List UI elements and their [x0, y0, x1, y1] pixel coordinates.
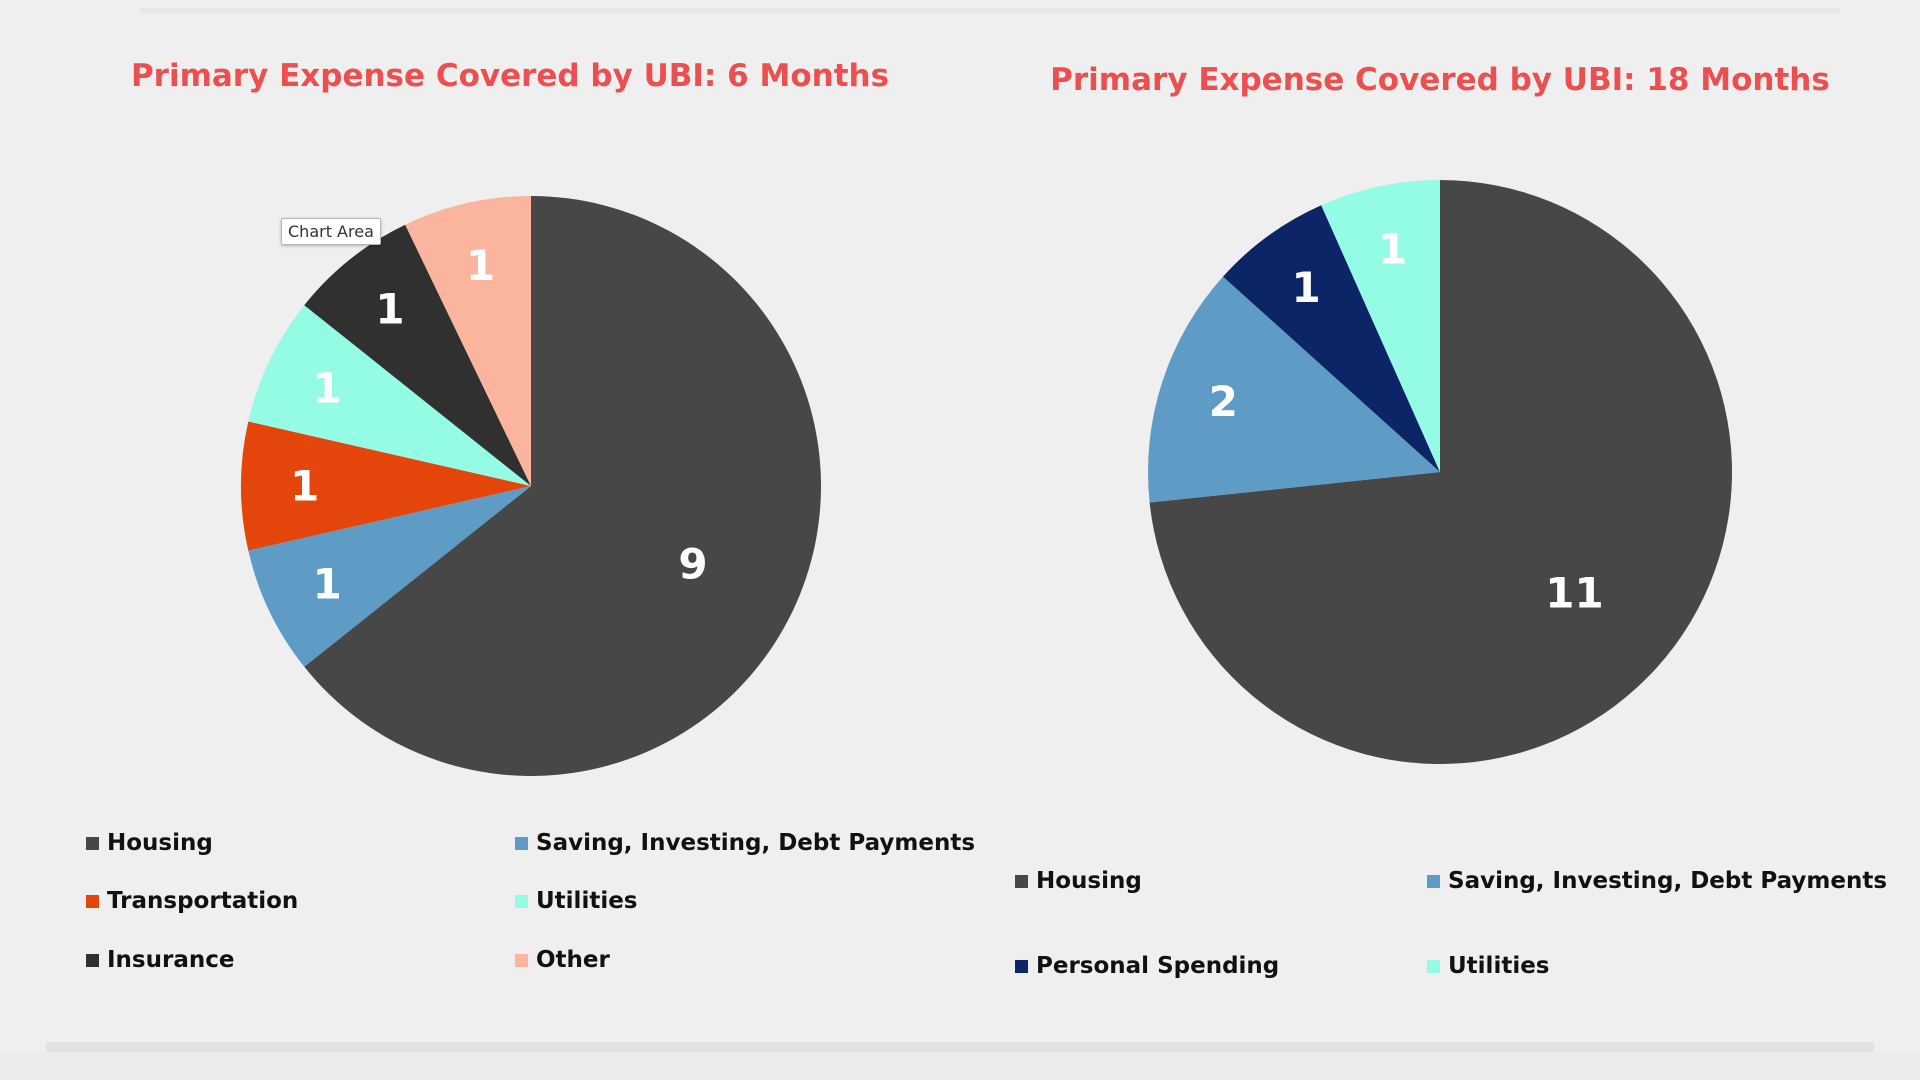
legend-swatch: [1015, 959, 1028, 973]
legend-item-right-saving-investing-debt-payments[interactable]: Saving, Investing, Debt Payments: [1427, 868, 1887, 894]
legend-swatch: [515, 953, 528, 967]
legend-label: Saving, Investing, Debt Payments: [536, 830, 976, 856]
legend-item-right-personal-spending[interactable]: Personal Spending: [1015, 953, 1279, 979]
legend-item-left-housing[interactable]: Housing: [86, 830, 213, 856]
legend-swatch: [86, 836, 99, 850]
chart-title-left[interactable]: Primary Expense Covered by UBI: 6 Months: [130, 58, 890, 94]
pie-slice-left-transportation[interactable]: [240, 421, 531, 551]
data-label-left-housing: 9: [678, 540, 707, 589]
legend-swatch: [86, 953, 99, 967]
legend-item-left-insurance[interactable]: Insurance: [86, 947, 234, 973]
bottom-edge: [0, 1052, 1920, 1080]
pie-slice-right-personal-spending[interactable]: [1223, 205, 1440, 472]
data-label-left-insurance: 1: [375, 285, 404, 334]
legend-swatch: [86, 894, 99, 908]
legend-label: Housing: [1036, 868, 1142, 894]
pie-slice-left-housing[interactable]: [304, 196, 821, 776]
data-label-right-saving-investing-debt-payments: 2: [1209, 377, 1238, 426]
legend-swatch: [515, 894, 528, 908]
legend-item-left-other[interactable]: Other: [515, 947, 610, 973]
data-label-left-other: 1: [466, 241, 495, 290]
legend-item-left-transportation[interactable]: Transportation: [86, 888, 298, 914]
data-label-left-saving-investing-debt-payments: 1: [313, 560, 342, 609]
legend-label: Utilities: [536, 888, 638, 914]
legend-label: Utilities: [1448, 953, 1550, 979]
pie-slice-left-utilities[interactable]: [248, 305, 531, 486]
legend-right: Housing Saving, Investing, Debt Payments P…: [1015, 868, 1887, 998]
data-label-right-housing: 11: [1545, 569, 1603, 618]
legend-item-right-housing[interactable]: Housing: [1015, 868, 1142, 894]
legend-item-left-saving-investing-debt-payments[interactable]: Saving, Investing, Debt Payments: [515, 830, 975, 856]
data-label-left-utilities: 1: [313, 363, 342, 412]
legend-label: Insurance: [107, 947, 235, 973]
legend-swatch: [1427, 959, 1440, 973]
data-label-left-transportation: 1: [290, 462, 319, 511]
pie-slice-right-utilities[interactable]: [1321, 180, 1440, 472]
legend-swatch: [515, 836, 528, 850]
legend-item-right-utilities[interactable]: Utilities: [1427, 953, 1550, 979]
chart-area-tooltip: Chart Area: [281, 218, 381, 245]
legend-swatch: [1015, 874, 1028, 888]
pie-slice-left-insurance[interactable]: [304, 224, 531, 486]
legend-label: Housing: [107, 830, 213, 856]
pie-slice-right-saving-investing-debt-payments[interactable]: [1148, 276, 1440, 503]
bottom-shadow: [46, 1042, 1874, 1052]
data-label-right-personal-spending: 1: [1292, 263, 1321, 312]
legend-item-left-utilities[interactable]: Utilities: [515, 888, 638, 914]
pie-slice-left-saving-investing-debt-payments[interactable]: [248, 486, 531, 667]
pie-slice-right-housing[interactable]: [1149, 180, 1732, 764]
legend-swatch: [1427, 874, 1440, 888]
legend-label: Personal Spending: [1036, 953, 1280, 979]
pie-slice-left-other[interactable]: [405, 196, 531, 486]
legend-left: Housing Saving, Investing, Debt Payments T…: [86, 830, 975, 990]
data-label-right-utilities: 1: [1378, 225, 1407, 274]
legend-label: Transportation: [107, 888, 299, 914]
legend-label: Other: [536, 947, 610, 973]
chart-title-right[interactable]: Primary Expense Covered by UBI: 18 Month…: [1050, 62, 1830, 98]
top-divider: [140, 8, 1840, 14]
legend-label: Saving, Investing, Debt Payments: [1448, 868, 1888, 894]
